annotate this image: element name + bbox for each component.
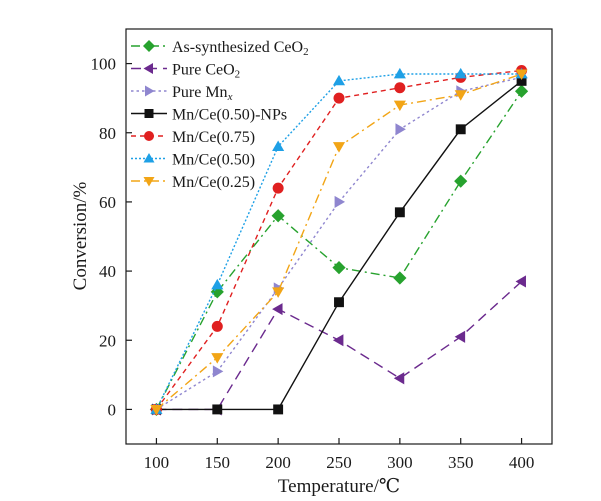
legend-marker <box>145 85 155 97</box>
y-tick-label: 100 <box>91 55 117 74</box>
legend-item: As-synthesized CeO2 <box>131 39 309 58</box>
legend-item: Pure Mnx <box>131 84 233 103</box>
data-point <box>393 372 405 385</box>
series-group <box>151 75 527 415</box>
data-point <box>150 405 163 416</box>
data-point <box>272 287 285 298</box>
data-point <box>210 285 224 299</box>
data-point <box>515 275 526 288</box>
y-tick-label: 80 <box>99 124 116 143</box>
data-point <box>454 330 466 343</box>
y-axis-title: Conversion/% <box>70 181 91 290</box>
data-point <box>516 75 527 86</box>
data-point <box>394 82 406 94</box>
data-point <box>271 209 285 223</box>
data-point <box>332 74 346 86</box>
data-point <box>334 195 346 208</box>
data-point <box>272 303 283 316</box>
data-point <box>454 67 467 79</box>
data-point <box>272 182 284 194</box>
legend-marker <box>143 177 155 187</box>
series-group <box>150 69 528 416</box>
data-point <box>332 334 344 347</box>
data-point <box>273 404 284 415</box>
data-point <box>454 90 467 101</box>
x-tick-label: 150 <box>205 453 231 472</box>
legend-label: As-synthesized CeO2 <box>172 39 309 58</box>
legend-item: Mn/Ce(0.50)-NPs <box>131 107 287 124</box>
legend-label: Mn/Ce(0.75) <box>172 129 255 146</box>
data-point <box>211 278 224 290</box>
x-tick-label: 300 <box>387 453 413 472</box>
legend-label: Mn/Ce(0.50) <box>172 152 255 169</box>
y-tick-label: 20 <box>99 331 116 350</box>
data-point <box>455 124 466 135</box>
series-group <box>150 275 526 416</box>
legend-item: Mn/Ce(0.75) <box>131 129 255 146</box>
data-point <box>393 67 406 79</box>
x-tick-label: 200 <box>265 453 291 472</box>
data-point <box>334 297 344 308</box>
x-axis-title: Temperature/℃ <box>278 476 400 497</box>
y-tick-label: 60 <box>99 193 116 212</box>
data-point <box>393 271 407 285</box>
legend-item: Pure CeO2 <box>131 62 240 81</box>
data-point <box>211 353 224 364</box>
x-tick-label: 350 <box>448 453 474 472</box>
data-point <box>272 140 285 151</box>
series-layer <box>149 65 529 417</box>
data-point <box>395 123 406 136</box>
legend: As-synthesized CeO2 Pure CeO2 Pure Mnx Mn/C… <box>131 39 309 191</box>
data-point <box>332 142 346 153</box>
axis-layer: 100 150 200 250 300 350 400 0 20 40 60 80 100 <box>91 55 535 472</box>
legend-label: Pure CeO2 <box>172 62 240 81</box>
legend-marker <box>144 109 154 118</box>
legend-item: Mn/Ce(0.25) <box>131 174 255 191</box>
data-point <box>333 92 345 104</box>
x-tick-label: 250 <box>326 453 352 472</box>
legend-label: Pure Mnx <box>172 84 233 103</box>
data-point <box>212 365 224 378</box>
x-tick-label: 400 <box>509 453 535 472</box>
data-point <box>454 174 468 188</box>
legend-marker <box>143 40 155 52</box>
y-tick-label: 40 <box>99 262 116 281</box>
data-point <box>514 84 529 98</box>
legend-label: Mn/Ce(0.50)-NPs <box>172 107 287 124</box>
data-point <box>212 404 223 415</box>
y-tick-label: 0 <box>108 400 117 419</box>
series-line <box>156 76 522 410</box>
data-point <box>394 207 405 218</box>
data-point <box>332 261 346 275</box>
data-point <box>393 100 406 112</box>
x-tick-label: 100 <box>144 453 170 472</box>
legend-marker <box>143 153 155 163</box>
data-point <box>211 320 223 332</box>
legend-marker <box>143 63 153 74</box>
legend-marker <box>144 131 154 141</box>
legend-item: Mn/Ce(0.50) <box>131 152 255 169</box>
data-point <box>515 69 528 81</box>
legend-label: Mn/Ce(0.25) <box>172 174 255 191</box>
